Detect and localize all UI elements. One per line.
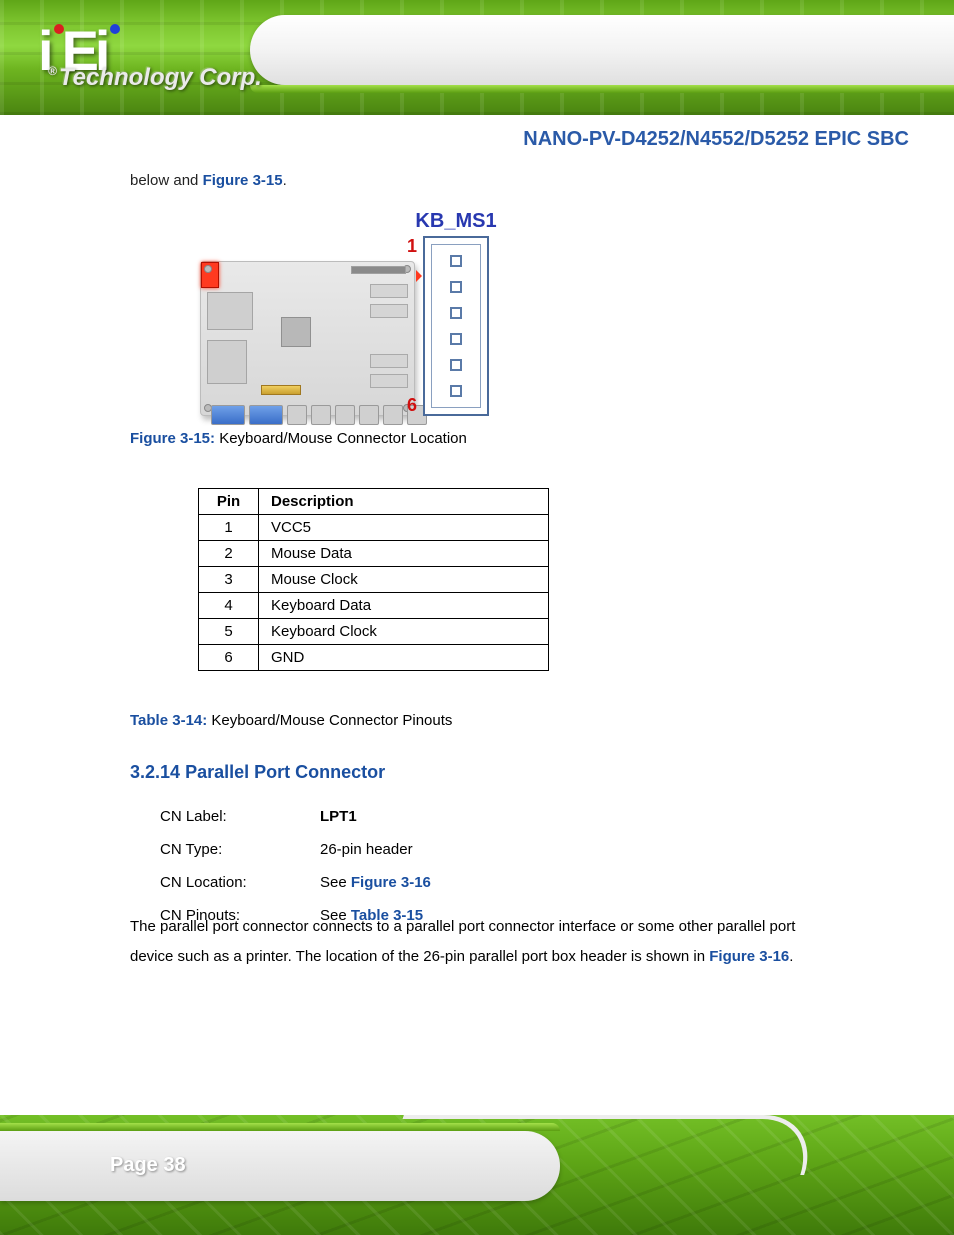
spec-row: CN Type: 26-pin header: [160, 833, 431, 866]
table-row: 2Mouse Data: [199, 541, 549, 567]
document-title: NANO-PV-D4252/N4552/D5252 EPIC SBC: [523, 128, 909, 151]
pin-6-label: 6: [407, 395, 417, 416]
connector-label: KB_MS1: [415, 210, 496, 233]
spec-value: LPT1: [320, 800, 357, 833]
table-row: 3Mouse Clock: [199, 567, 549, 593]
footer-banner: Page 38: [0, 1115, 954, 1235]
page-number: Page 38: [110, 1154, 186, 1177]
section-heading: 3.2.14 Parallel Port Connector: [130, 762, 385, 783]
spec-label: CN Type:: [160, 833, 320, 866]
figure-reference: Figure 3-15: [203, 172, 283, 189]
board-illustration: [200, 261, 415, 416]
figure-reference: Figure 3-16: [709, 948, 789, 965]
connector-diagram: KB_MS1 1 6: [200, 206, 500, 416]
header-banner: i E i ®Technology Corp.: [0, 0, 954, 115]
logo-tagline: ®Technology Corp.: [48, 64, 262, 92]
table-row: 4Keyboard Data: [199, 593, 549, 619]
table-row: 5Keyboard Clock: [199, 619, 549, 645]
connector-pinout-diagram: KB_MS1 1 6: [423, 236, 489, 416]
table-header-row: Pin Description: [199, 489, 549, 515]
dot-blue-icon: [110, 24, 120, 34]
body-paragraph: The parallel port connector connects to …: [130, 912, 834, 972]
table-row: 1VCC5: [199, 515, 549, 541]
spec-value: See Figure 3-16: [320, 866, 431, 899]
header-curve: [250, 15, 954, 85]
spec-label: CN Label:: [160, 800, 320, 833]
col-description: Description: [259, 489, 549, 515]
figure-caption: Figure 3-15: Keyboard/Mouse Connector Lo…: [130, 430, 467, 447]
pinout-table: Pin Description 1VCC5 2Mouse Data 3Mouse…: [198, 488, 549, 671]
figure-reference: Figure 3-16: [351, 874, 431, 891]
spec-value: 26-pin header: [320, 833, 413, 866]
pin-1-label: 1: [407, 236, 417, 257]
spec-row: CN Location: See Figure 3-16: [160, 866, 431, 899]
spec-label: CN Location:: [160, 866, 320, 899]
intro-text: below and Figure 3-15.: [130, 172, 287, 189]
table-caption: Table 3-14: Keyboard/Mouse Connector Pin…: [130, 712, 452, 729]
table-row: 6GND: [199, 645, 549, 671]
footer-curve: [0, 1131, 560, 1201]
spec-row: CN Label: LPT1: [160, 800, 431, 833]
col-pin: Pin: [199, 489, 259, 515]
